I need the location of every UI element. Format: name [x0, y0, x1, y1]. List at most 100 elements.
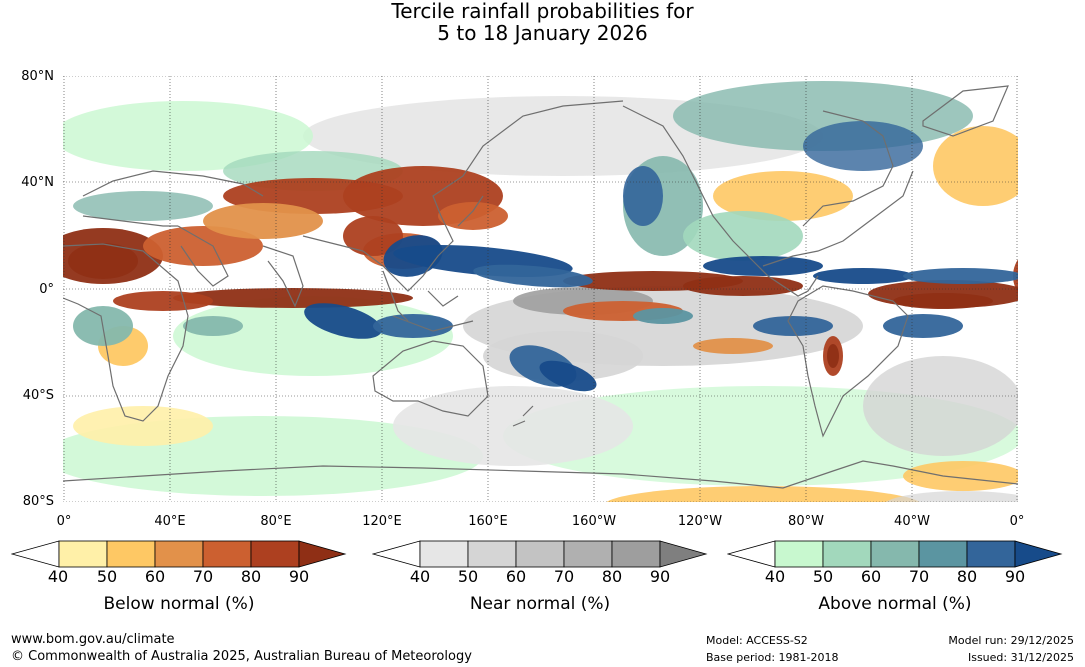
tick-above-50: 50 — [812, 567, 834, 586]
tick-below-40: 40 — [47, 567, 69, 586]
tick-near-90: 90 — [649, 567, 671, 586]
colorbar-extend-high — [298, 540, 347, 568]
legend-title-above: Above normal (%) — [818, 594, 972, 614]
colorbar-segment — [202, 540, 252, 568]
probability-region — [63, 101, 313, 171]
lon-label-160w: 160°W — [571, 514, 617, 529]
probability-region — [473, 264, 593, 288]
colorbar-above-normal — [726, 540, 1067, 572]
lon-label-120w: 120°W — [677, 514, 723, 529]
probability-region — [693, 338, 773, 354]
lon-label-120e: 120°E — [362, 514, 402, 529]
tick-below-80: 80 — [240, 567, 262, 586]
lon-label-0: 0° — [56, 514, 72, 529]
probability-region — [173, 296, 453, 376]
colorbar-extend-high — [1014, 540, 1063, 568]
probability-region — [903, 461, 1018, 491]
probability-region — [803, 121, 923, 171]
lat-label-80s: 80°S — [22, 494, 54, 509]
probability-region — [883, 314, 963, 338]
tick-above-80: 80 — [956, 567, 978, 586]
colorbar-segment — [58, 540, 108, 568]
colorbar-below-svg — [10, 540, 347, 568]
colorbar-segment — [611, 540, 661, 568]
footer-left: www.bom.gov.au/climate © Commonwealth of… — [11, 631, 472, 665]
probability-region — [73, 191, 213, 221]
lon-label-40w: 40°W — [894, 514, 930, 529]
probability-region — [68, 243, 138, 279]
probability-region — [933, 126, 1018, 206]
tick-below-70: 70 — [192, 567, 214, 586]
footer-dates: Model run: 29/12/2025 Issued: 31/12/2025 — [948, 632, 1074, 666]
lon-label-0-east: 0° — [1009, 514, 1025, 529]
tick-near-40: 40 — [409, 567, 431, 586]
tick-above-70: 70 — [908, 567, 930, 586]
tick-near-50: 50 — [457, 567, 479, 586]
colorbar-near-svg — [371, 540, 708, 568]
probability-region — [903, 268, 1018, 284]
probability-region — [113, 291, 213, 311]
probability-region — [813, 268, 913, 284]
probability-region — [633, 308, 693, 324]
probability-region — [373, 314, 453, 338]
probability-region — [73, 406, 213, 446]
colorbar-segment — [918, 540, 968, 568]
tick-below-50: 50 — [96, 567, 118, 586]
probability-region — [683, 276, 803, 296]
tick-above-90: 90 — [1004, 567, 1026, 586]
probability-region — [863, 356, 1018, 456]
lat-label-equator: 0° — [39, 282, 54, 297]
colorbar-extend-high — [659, 540, 708, 568]
copyright-text: © Commonwealth of Australia 2025, Austra… — [11, 649, 472, 664]
colorbar-segment — [774, 540, 824, 568]
tick-above-60: 60 — [860, 567, 882, 586]
tick-near-60: 60 — [505, 567, 527, 586]
base-period: Base period: 1981-2018 — [706, 651, 839, 664]
colorbar-extend-low — [10, 540, 60, 568]
probability-region — [606, 486, 920, 502]
footer-model-info: Model: ACCESS-S2 Base period: 1981-2018 — [706, 632, 838, 666]
chart-title: Tercile rainfall probabilities for 5 to … — [0, 0, 1085, 44]
probability-region — [827, 344, 839, 368]
probability-region — [885, 491, 1018, 502]
colorbar-segment — [870, 540, 920, 568]
probability-region — [753, 316, 833, 336]
colorbar-near-normal — [371, 540, 712, 572]
colorbar-segment — [822, 540, 872, 568]
colorbar-segment — [563, 540, 613, 568]
legend-title-near: Near normal (%) — [469, 594, 611, 614]
lon-label-160e: 160°E — [468, 514, 508, 529]
tick-near-80: 80 — [601, 567, 623, 586]
colorbar-segment — [467, 540, 517, 568]
probability-region — [683, 211, 803, 261]
legend-title-below: Below normal (%) — [103, 594, 255, 614]
probability-map[interactable] — [63, 76, 1018, 502]
probability-region — [893, 293, 993, 309]
tick-above-40: 40 — [764, 567, 786, 586]
lon-label-80w: 80°W — [788, 514, 824, 529]
colorbar-segment — [250, 540, 300, 568]
tick-near-70: 70 — [553, 567, 575, 586]
colorbar-segment — [154, 540, 204, 568]
website-link[interactable]: www.bom.gov.au/climate — [11, 632, 175, 647]
colorbar-above-svg — [726, 540, 1063, 568]
probability-region — [438, 202, 508, 230]
title-line-2: 5 to 18 January 2026 — [437, 21, 648, 45]
probability-region — [304, 303, 382, 339]
title-line-1: Tercile rainfall probabilities for — [391, 0, 694, 23]
colorbar-extend-low — [371, 540, 421, 568]
probability-region — [343, 216, 403, 256]
map-canvas — [63, 76, 1018, 502]
tick-below-60: 60 — [144, 567, 166, 586]
tick-below-90: 90 — [288, 567, 310, 586]
probability-region — [713, 171, 853, 221]
lat-label-40n: 40°N — [21, 175, 54, 190]
colorbar-segment — [419, 540, 469, 568]
lat-label-80n: 80°N — [21, 69, 54, 84]
colorbar-segment — [515, 540, 565, 568]
probability-region — [539, 360, 597, 392]
colorbar-extend-low — [726, 540, 776, 568]
lat-label-40s: 40°S — [22, 388, 54, 403]
model-name: Model: ACCESS-S2 — [706, 634, 808, 647]
probability-region — [183, 316, 243, 336]
